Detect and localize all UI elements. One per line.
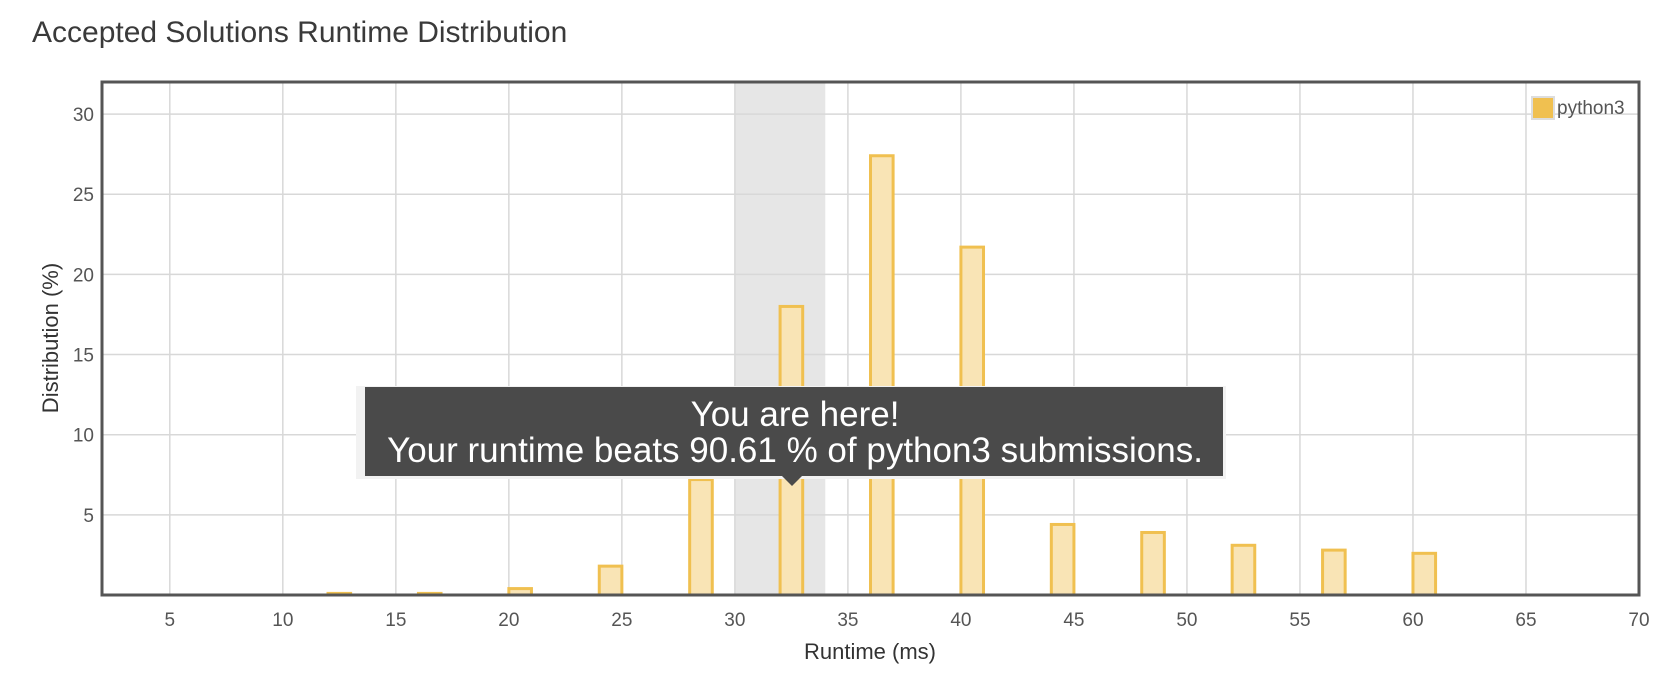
- tooltip-pointer: [782, 476, 802, 486]
- x-tick-label: 20: [498, 610, 519, 631]
- legend-swatch-python3: [1531, 96, 1555, 120]
- bar-python3: [1230, 543, 1257, 597]
- y-tick-label: 15: [73, 346, 94, 367]
- x-tick-label: 15: [385, 610, 406, 631]
- x-tick-label: 40: [950, 610, 971, 631]
- y-axis-label: Distribution (%): [38, 263, 63, 413]
- x-tick-label: 30: [724, 610, 745, 631]
- legend[interactable]: python3: [1531, 96, 1625, 120]
- y-tick-label: 10: [73, 426, 94, 447]
- y-tick-label: 5: [83, 506, 94, 527]
- tooltip-line1: You are here!: [691, 395, 900, 434]
- x-tick-label: 5: [165, 610, 176, 631]
- x-tick-label: 25: [611, 610, 632, 631]
- x-axis-label: Runtime (ms): [804, 639, 936, 664]
- x-tick-label: 10: [272, 610, 293, 631]
- bar-python3: [869, 154, 895, 597]
- bar-python3: [688, 478, 714, 597]
- bar-python3: [1049, 522, 1076, 597]
- y-tick-label: 25: [73, 185, 94, 206]
- x-tick-label: 60: [1402, 610, 1423, 631]
- tooltip: You are here! Your runtime beats 90.61 %…: [356, 386, 1226, 486]
- bar-python3: [597, 564, 624, 597]
- y-tick-label: 30: [73, 105, 94, 126]
- y-tick-label: 20: [73, 265, 94, 286]
- x-tick-label: 65: [1515, 610, 1536, 631]
- plot-frame: [100, 80, 1641, 597]
- x-tick-label: 70: [1628, 610, 1649, 631]
- legend-label-python3: python3: [1557, 98, 1625, 119]
- bar-python3: [1140, 530, 1166, 597]
- bar-python3: [1321, 548, 1347, 597]
- chart-title: Accepted Solutions Runtime Distribution: [32, 16, 568, 49]
- tooltip-box: [365, 387, 1223, 476]
- tooltip-line2: Your runtime beats 90.61 % of python3 su…: [387, 431, 1203, 470]
- x-tick-label: 50: [1176, 610, 1197, 631]
- x-tick-label: 35: [837, 610, 858, 631]
- ticks-layer: 5 10 15 20 25 30 35 40 45 50 55 60 65 70 5 10 15 20 25 30: [73, 105, 1650, 631]
- bars-layer: [326, 154, 1438, 597]
- x-tick-label: 45: [1063, 610, 1084, 631]
- x-tick-label: 55: [1289, 610, 1310, 631]
- bar-python3: [1411, 551, 1438, 597]
